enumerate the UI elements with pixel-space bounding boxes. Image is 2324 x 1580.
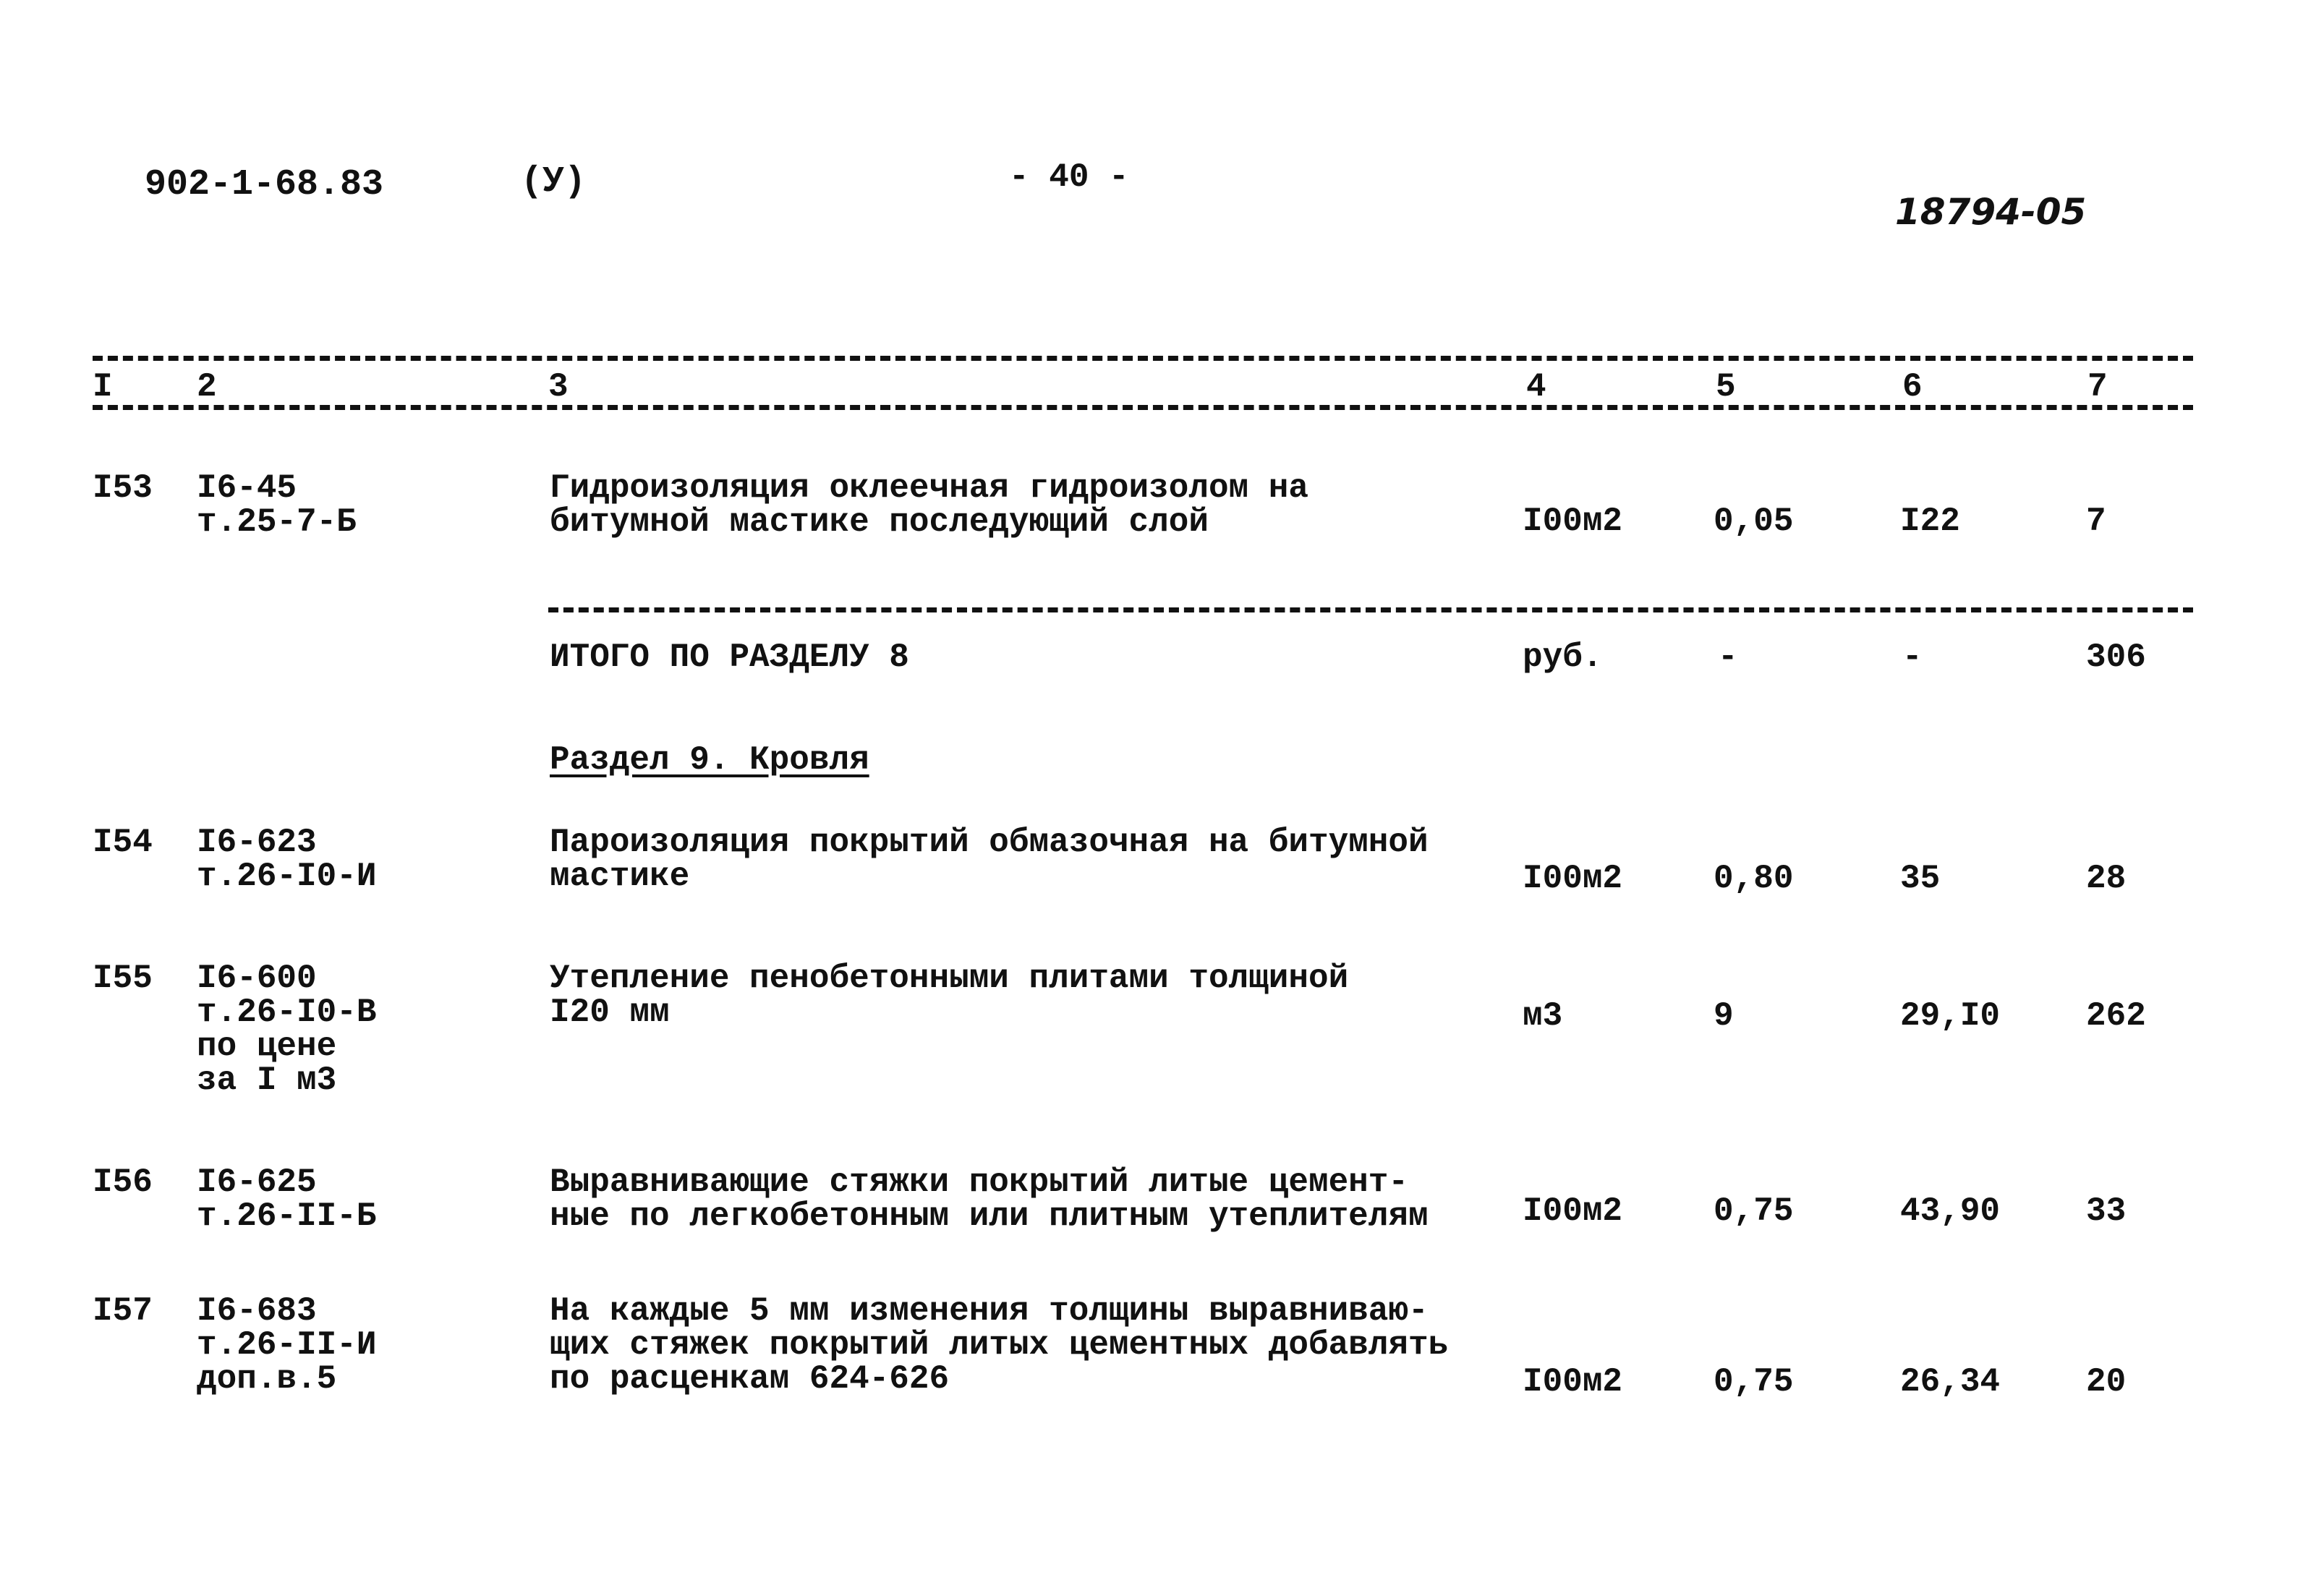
desc-line: I20 мм: [550, 994, 670, 1031]
row-total: 28: [2086, 860, 2127, 897]
row-number: I57: [93, 1292, 153, 1330]
row-code: I6-625 т.26-II-Б: [197, 1166, 376, 1234]
subtotal-unit: руб.: [1523, 639, 1603, 676]
row-quantity: 0,05: [1714, 503, 1794, 540]
code-line: т.26-II-И: [197, 1326, 377, 1364]
row-code: I6-623 т.26-I0-И: [197, 826, 376, 894]
row-code: I6-600 т.26-I0-В по цене за I м3: [197, 962, 376, 1098]
row-price: 29,I0: [1900, 997, 2001, 1035]
row-unit: I00м2: [1523, 1363, 1623, 1401]
row-quantity: 0,75: [1714, 1192, 1794, 1230]
row-price: I22: [1900, 503, 1960, 540]
code-line: I6-600: [197, 960, 317, 997]
desc-line: битумной мастике последующий слой: [550, 503, 1209, 541]
row-number: I53: [93, 469, 153, 507]
row-number: I56: [93, 1163, 153, 1201]
column-number: 7: [2087, 368, 2108, 406]
page-number: - 40 -: [1009, 158, 1129, 196]
row-quantity: 0,75: [1714, 1363, 1794, 1401]
desc-line: мастике: [550, 858, 690, 895]
code-line: т.25-7-Б: [197, 503, 357, 541]
code-line: I6-683: [197, 1292, 317, 1330]
subtotal-total: 306: [2086, 639, 2146, 676]
subtotal-quantity: -: [1718, 639, 1738, 676]
doc-mark: (У): [521, 161, 587, 202]
row-description: Утепление пенобетонными плитами толщиной…: [550, 962, 1348, 1030]
row-unit: м3: [1523, 997, 1563, 1035]
desc-line: по расценкам 624-626: [550, 1360, 950, 1398]
desc-line: Пароизоляция покрытий обмазочная на биту…: [550, 824, 1429, 861]
desc-line: щих стяжек покрытий литых цементных доба…: [550, 1326, 1449, 1364]
row-total: 33: [2086, 1192, 2127, 1230]
doc-code: 902-1-68.83: [145, 164, 384, 205]
row-description: Пароизоляция покрытий обмазочная на биту…: [550, 826, 1429, 894]
row-description: На каждые 5 мм изменения толщины выравни…: [550, 1294, 1448, 1396]
code-line: I6-625: [197, 1163, 317, 1201]
column-number: 3: [548, 368, 569, 406]
desc-line: На каждые 5 мм изменения толщины выравни…: [550, 1292, 1429, 1330]
row-unit: I00м2: [1523, 1192, 1623, 1230]
subtotal-price: -: [1902, 639, 1923, 676]
code-line: т.26-I0-И: [197, 858, 377, 895]
header-bottom-rule: [93, 405, 2193, 410]
row-quantity: 9: [1714, 997, 1734, 1035]
column-number: 4: [1526, 368, 1546, 406]
code-line: доп.в.5: [197, 1360, 337, 1398]
section-title: Раздел 9. Кровля: [550, 741, 869, 779]
inventory-number: 18794-05: [1895, 191, 2087, 233]
column-number: 2: [197, 368, 217, 406]
row-unit: I00м2: [1523, 860, 1623, 897]
row-number: I54: [93, 824, 153, 861]
desc-line: Утепление пенобетонными плитами толщиной: [550, 960, 1349, 997]
column-number: I: [93, 368, 113, 406]
row-description: Гидроизоляция оклеечная гидроизолом на би…: [550, 471, 1308, 539]
code-line: за I м3: [197, 1062, 337, 1099]
column-number: 5: [1716, 368, 1736, 406]
row-price: 26,34: [1900, 1363, 2001, 1401]
code-line: т.26-II-Б: [197, 1197, 377, 1235]
row-code: I6-683 т.26-II-И доп.в.5: [197, 1294, 376, 1396]
subtotal-rule: [548, 607, 2193, 612]
row-unit: I00м2: [1523, 503, 1623, 540]
row-price: 35: [1900, 860, 1941, 897]
code-line: по цене: [197, 1028, 337, 1065]
desc-line: Выравнивающие стяжки покрытий литые цеме…: [550, 1163, 1408, 1201]
row-description: Выравнивающие стяжки покрытий литые цеме…: [550, 1166, 1429, 1234]
desc-line: ные по легкобетонным или плитным утеплит…: [550, 1197, 1429, 1235]
row-price: 43,90: [1900, 1192, 2001, 1230]
row-number: I55: [93, 960, 153, 997]
row-total: 262: [2086, 997, 2146, 1035]
code-line: I6-45: [197, 469, 297, 507]
table-top-rule: [93, 356, 2193, 361]
row-total: 7: [2086, 503, 2106, 540]
column-number: 6: [1902, 368, 1923, 406]
desc-line: Гидроизоляция оклеечная гидроизолом на: [550, 469, 1308, 507]
code-line: I6-623: [197, 824, 317, 861]
row-quantity: 0,80: [1714, 860, 1794, 897]
subtotal-label: ИТОГО ПО РАЗДЕЛУ 8: [550, 639, 909, 676]
row-total: 20: [2086, 1363, 2127, 1401]
row-code: I6-45 т.25-7-Б: [197, 471, 357, 539]
code-line: т.26-I0-В: [197, 994, 377, 1031]
